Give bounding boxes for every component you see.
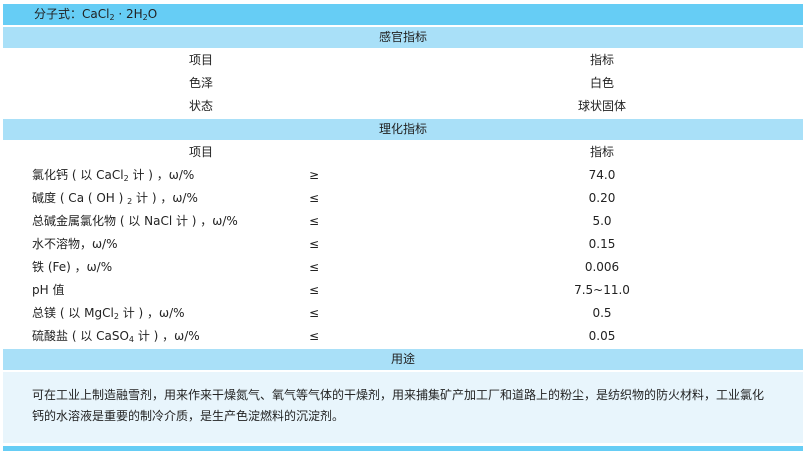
item-name: 总镁 ( 以 MgCl2 计 ) ，ω/% <box>32 306 185 321</box>
operator: ≤ <box>309 306 320 320</box>
bottom-bar <box>3 446 803 451</box>
operator: ≤ <box>309 191 320 205</box>
sensory-row: 状态 球状固体 <box>188 99 626 113</box>
usage-text: 可在工业上制造融雪剂，用来作来干燥氮气、氧气等气体的干燥剂，用来捕集矿产加工厂和… <box>3 372 803 443</box>
item-value: 0.15 <box>588 237 616 251</box>
operator: ≤ <box>309 283 320 297</box>
item-value: 5.0 <box>592 214 612 228</box>
item-name: 水不溶物，ω/% <box>32 237 118 251</box>
item-name: 总碱金属氯化物 ( 以 NaCl 计 ) ，ω/% <box>32 214 238 228</box>
sensory-row: 色泽 白色 <box>188 76 614 90</box>
physchem-row: 水不溶物，ω/% ≤0.15 <box>3 234 803 255</box>
item-value: 7.5~11.0 <box>574 283 630 297</box>
formula-row: 分子式： CaCl2 · 2H2O <box>3 4 803 25</box>
physchem-row: 总镁 ( 以 MgCl2 计 ) ，ω/% ≤0.5 <box>3 303 803 324</box>
operator: ≤ <box>309 237 320 251</box>
physchem-title: 理化指标 <box>3 119 803 140</box>
item-value: 74.0 <box>588 168 616 182</box>
operator: ≤ <box>309 214 320 228</box>
item-value: 0.5 <box>592 306 612 320</box>
spec-table: 分子式： CaCl2 · 2H2O 感官指标 项目 指标 色泽 白色 状态 球状… <box>3 4 803 451</box>
item-name: 碱度 ( Ca ( OH ) 2 计 ) ，ω/% <box>32 191 198 206</box>
sensory-title: 感官指标 <box>3 27 803 48</box>
operator: ≥ <box>309 168 320 182</box>
physchem-header: 项目 指标 <box>188 145 614 159</box>
item-value: 0.05 <box>588 329 616 343</box>
item-name: pH 值 <box>32 283 65 297</box>
item-value: 0.006 <box>584 260 620 274</box>
item-name: 铁 (Fe) ，ω/% <box>32 260 113 274</box>
usage-title: 用途 <box>3 349 803 370</box>
physchem-row: 总碱金属氯化物 ( 以 NaCl 计 ) ，ω/% ≤5.0 <box>3 211 803 232</box>
operator: ≤ <box>309 329 320 343</box>
physchem-row: 铁 (Fe) ，ω/% ≤0.006 <box>3 257 803 278</box>
physchem-row: pH 值 ≤7.5~11.0 <box>3 280 803 301</box>
operator: ≤ <box>309 260 320 274</box>
sensory-header: 项目 指标 <box>188 53 614 67</box>
formula: CaCl2 · 2H2O <box>82 7 158 22</box>
physchem-row: 硫酸盐 ( 以 CaSO4 计 ) ，ω/% ≤0.05 <box>3 326 803 347</box>
item-value: 0.20 <box>588 191 616 205</box>
physchem-row: 碱度 ( Ca ( OH ) 2 计 ) ，ω/% ≤0.20 <box>3 188 803 209</box>
item-name: 氯化钙 ( 以 CaCl2 计 ) ，ω/% <box>32 168 195 183</box>
item-name: 硫酸盐 ( 以 CaSO4 计 ) ，ω/% <box>32 329 200 344</box>
formula-label: 分子式： <box>34 7 83 21</box>
physchem-row: 氯化钙 ( 以 CaCl2 计 ) ，ω/% ≥74.0 <box>3 165 803 186</box>
